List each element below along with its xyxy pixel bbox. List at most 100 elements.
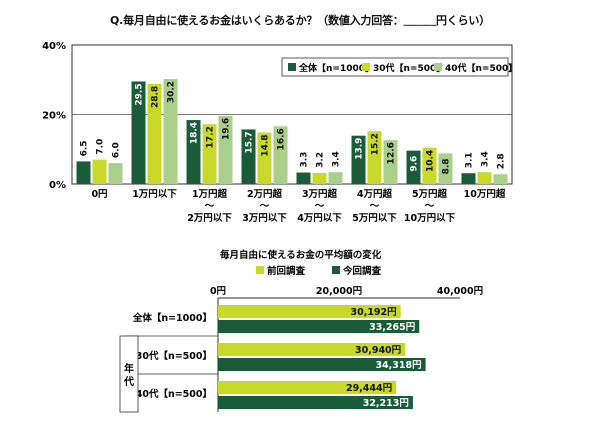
bar: [186, 120, 201, 184]
bar-value-label: 3.2: [316, 152, 326, 168]
y-category-label: 30代【n=500】: [136, 350, 212, 362]
group-label-box: [119, 335, 139, 413]
bar: [92, 159, 107, 184]
legend-swatch: [256, 266, 264, 274]
bar: [312, 172, 327, 184]
legend-swatch: [362, 63, 370, 71]
bar: [383, 140, 398, 184]
bar: [218, 320, 420, 333]
bar: [218, 381, 397, 394]
x-tick-label: 20,000円: [316, 286, 362, 297]
bar-value-label: 30.2: [167, 81, 177, 103]
legend-label: 全体【n=1000】: [298, 62, 374, 74]
distribution-chart: 0% 20% 40% 6.5 29.5 18.4 15.7 3.3 13.9 9.6 3.1 7.0 2…: [42, 41, 517, 224]
x-category-label: 2万円以下: [187, 213, 232, 224]
x-category-label: 5万円以下: [352, 213, 397, 224]
group-label-char: 年: [124, 362, 134, 375]
bar-value-label: 3.3: [300, 152, 310, 168]
y-category-label: 全体【n=1000】: [132, 312, 212, 324]
legend-swatch: [434, 63, 442, 71]
y-tick-label: 20%: [42, 111, 66, 122]
bar: [328, 172, 343, 184]
x-category-label: ～: [315, 201, 325, 212]
x-category-label: ～: [205, 201, 215, 212]
bar-value-label: 18.4: [190, 122, 200, 144]
bar: [108, 163, 123, 184]
bar-value-label: 7.0: [96, 139, 106, 155]
bar-value-label: 14.8: [261, 134, 271, 156]
bar-value-label: 12.6: [387, 142, 397, 164]
x-category-label: 10万円超: [464, 188, 506, 200]
bar-value-label: 33,265円: [369, 322, 415, 333]
x-category-label: 4万円超: [357, 188, 393, 200]
bar: [367, 131, 382, 184]
x-category-label: 2万円超: [247, 188, 283, 200]
bar-value-label: 13.9: [355, 138, 365, 160]
bar: [218, 305, 401, 318]
x-category-label: 1万円以下: [132, 189, 177, 200]
bar: [218, 343, 406, 356]
bar-value-label: 30,192円: [350, 307, 396, 318]
sub-chart-title: 毎月自由に使えるお金の平均額の変化: [220, 249, 382, 261]
y-tick-label: 40%: [42, 41, 66, 52]
bar: [147, 83, 162, 184]
bar: [406, 150, 421, 184]
bar-value-label: 32,213円: [363, 398, 409, 409]
y-category-label: 40代【n=500】: [136, 388, 212, 400]
bar-value-label: 10.4: [426, 150, 436, 172]
x-category-label: 3万円以下: [242, 213, 287, 224]
bar: [438, 153, 453, 184]
bar: [351, 135, 366, 184]
bar-value-label: 3.4: [332, 151, 342, 167]
bar-value-label: 34,318円: [375, 360, 421, 371]
bar: [493, 174, 508, 184]
legend-box: [281, 57, 509, 77]
bar-value-label: 6.0: [112, 142, 122, 158]
x-category-label: ～: [425, 201, 435, 212]
bar: [218, 115, 233, 184]
bar-value-label: 17.2: [206, 126, 216, 148]
bar-value-label: 16.6: [277, 128, 287, 150]
chart-title: Q.毎月自由に使えるお金はいくらあるか？（数値入力回答：＿＿＿円くらい）: [110, 14, 490, 27]
legend-label: 40代【n=500】: [445, 62, 517, 74]
bar: [461, 173, 476, 184]
group-label-char: 代: [123, 375, 134, 388]
bar: [257, 132, 272, 184]
bar-value-label: 3.4: [481, 151, 491, 167]
bar: [218, 396, 413, 409]
y-tick-label: 0%: [49, 180, 66, 191]
x-category-label: 0円: [91, 189, 107, 200]
bar: [477, 172, 492, 184]
bar-value-label: 8.8: [442, 158, 452, 174]
bar-value-label: 29.5: [135, 83, 145, 105]
bar: [202, 124, 217, 184]
x-category-label: 1万円超: [192, 188, 228, 200]
bar-value-label: 29,444円: [346, 383, 392, 394]
x-tick-label: 40,000円: [437, 286, 483, 297]
bar-value-label: 15.2: [371, 133, 381, 155]
bar: [296, 172, 311, 184]
legend-swatch: [332, 266, 340, 274]
x-category-label: ～: [370, 201, 380, 212]
legend-label: 今回調査: [342, 265, 382, 277]
x-category-label: 4万円以下: [297, 213, 342, 224]
x-category-label: 10万円以下: [404, 213, 456, 224]
bar-value-label: 6.5: [80, 140, 90, 156]
bar-value-label: 28.8: [151, 86, 161, 108]
bar-value-label: 9.6: [410, 156, 420, 172]
x-category-label: 5万円超: [412, 188, 448, 200]
legend-swatch: [288, 63, 296, 71]
bar: [76, 161, 91, 184]
bar-value-label: 3.1: [465, 152, 475, 168]
bar-value-label: 15.7: [245, 131, 255, 153]
legend-label: 30代【n=500】: [373, 62, 445, 74]
bar: [273, 126, 288, 184]
x-category-label: 3万円超: [302, 188, 338, 200]
bar-value-label: 30,940円: [355, 345, 401, 356]
legend-label: 前回調査: [267, 265, 306, 277]
x-category-label: ～: [260, 201, 270, 212]
bar-value-label: 19.6: [222, 118, 232, 140]
bar: [241, 129, 256, 184]
